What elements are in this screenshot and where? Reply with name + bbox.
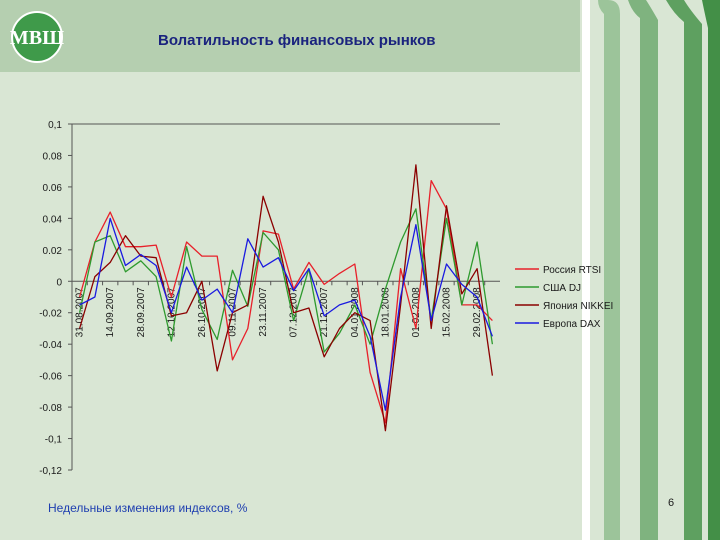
decorative-stripes [582,0,720,540]
y-tick-label: -0.08 [39,403,62,414]
x-tick-label: 15.02.2008 [442,287,453,337]
x-tick-label: 01.02.2008 [411,287,422,337]
x-tick-label: 21.12.2007 [319,287,330,337]
series-line-1 [78,179,493,424]
y-tick-label: -0,1 [45,435,63,446]
series-line-3 [78,164,494,432]
x-tick-label: 18.01.2008 [380,287,391,337]
y-tick-label: -0.02 [39,309,62,320]
y-tick-label: 0.02 [43,246,63,257]
legend-label: Европа DAX [543,319,601,330]
y-tick-label: 0.08 [43,151,63,162]
y-tick-label: 0,1 [48,120,62,131]
y-tick-label: 0.06 [43,183,63,194]
chart-caption: Недельные изменения индексов, % [48,501,248,515]
y-tick-label: 0 [56,277,62,288]
logo-text: МВШ [10,27,64,49]
page-title: Волатильность финансовых рынков [158,32,436,49]
x-tick-label: 04.01.2008 [350,287,361,337]
x-tick-label: 29.02.2008 [472,287,483,337]
y-tick-label: -0,12 [39,466,62,477]
y-tick-label: 0.04 [43,214,63,225]
y-tick-label: -0.06 [39,372,62,383]
x-tick-label: 23.11.2007 [258,287,269,337]
legend-label: Япония NIKKEI [543,301,613,312]
logo: МВШ [10,10,64,64]
header-band [0,0,580,72]
y-tick-label: -0.04 [39,340,62,351]
x-tick-label: 14.09.2007 [105,287,116,337]
page-number: 6 [668,497,675,509]
x-tick-label: 26.10.2007 [197,287,208,337]
legend-label: Россия RTSI [543,265,601,276]
x-tick-label: 28.09.2007 [136,287,147,337]
series-line-2 [78,208,494,353]
legend-label: США DJ [543,283,581,294]
series-line-4 [79,217,494,411]
